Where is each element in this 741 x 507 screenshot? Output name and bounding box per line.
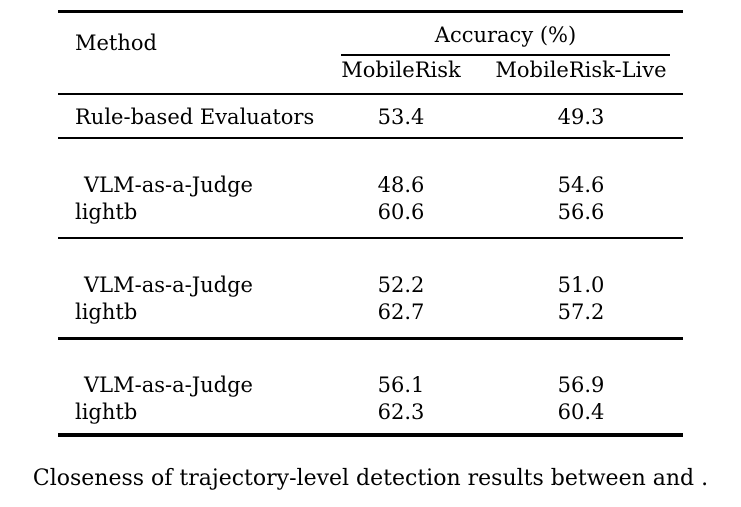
table-bottomrule	[58, 433, 683, 437]
table-row: VLM-as-a-Judge 48.6 54.6	[58, 171, 683, 198]
table-row: VLM-as-a-Judge 52.2 51.0	[58, 271, 683, 298]
group-separator-rule	[58, 337, 683, 340]
mobilerisk-value-cell: 48.6	[377, 172, 425, 197]
table-group-vlm-3: VLM-as-a-Judge 56.1 56.9 lightb 62.3 60.…	[58, 340, 683, 433]
method-cell: Rule-based Evaluators	[75, 104, 315, 129]
table-row: lightb 62.7 57.2	[58, 298, 683, 325]
mobilerisk-value-cell: 56.1	[377, 372, 425, 397]
method-cell: lightb	[75, 399, 138, 424]
mobilerisk-value-cell: 53.4	[377, 104, 425, 129]
method-cell: VLM-as-a-Judge	[84, 272, 253, 297]
mobilerisk-live-value-cell: 49.3	[557, 104, 605, 129]
mobilerisk-live-value-cell: 60.4	[557, 399, 605, 424]
column-header-mobilerisk-live: MobileRisk-Live	[495, 58, 667, 82]
mobilerisk-live-value-cell: 51.0	[557, 272, 605, 297]
accuracy-spanner-header: Accuracy (%)	[434, 23, 577, 47]
table-group-vlm-1: VLM-as-a-Judge 48.6 54.6 lightb 60.6 56.…	[58, 139, 683, 237]
method-cell: lightb	[75, 299, 138, 324]
method-cell: lightb	[75, 199, 138, 224]
mobilerisk-live-value-cell: 56.6	[557, 199, 605, 224]
column-header-mobilerisk: MobileRisk	[341, 58, 461, 82]
table-header: Method Accuracy (%) MobileRisk MobileRis…	[58, 13, 683, 93]
mobilerisk-value-cell: 62.3	[377, 399, 425, 424]
table-group-vlm-2: VLM-as-a-Judge 52.2 51.0 lightb 62.7 57.…	[58, 239, 683, 337]
mobilerisk-live-value-cell: 56.9	[557, 372, 605, 397]
results-table: Method Accuracy (%) MobileRisk MobileRis…	[58, 0, 683, 437]
mobilerisk-value-cell: 62.7	[377, 299, 425, 324]
table-caption: Closeness of trajectory-level detection …	[32, 466, 709, 491]
mobilerisk-live-value-cell: 54.6	[557, 172, 605, 197]
method-column-header: Method	[75, 31, 157, 55]
table-row: Rule-based Evaluators 53.4 49.3	[58, 103, 683, 130]
group-separator-rule	[58, 237, 683, 239]
method-cell: VLM-as-a-Judge	[84, 172, 253, 197]
table-toprule	[58, 10, 683, 13]
table-row: lightb 60.6 56.6	[58, 198, 683, 225]
mobilerisk-value-cell: 60.6	[377, 199, 425, 224]
table-row: lightb 62.3 60.4	[58, 398, 683, 425]
mobilerisk-live-value-cell: 57.2	[557, 299, 605, 324]
table-group-rule-based: Rule-based Evaluators 53.4 49.3	[58, 95, 683, 137]
method-cell: VLM-as-a-Judge	[84, 372, 253, 397]
mobilerisk-value-cell: 52.2	[377, 272, 425, 297]
header-rule	[58, 93, 683, 95]
table-row: VLM-as-a-Judge 56.1 56.9	[58, 371, 683, 398]
accuracy-cmidrule	[341, 54, 670, 56]
group-separator-rule	[58, 137, 683, 139]
